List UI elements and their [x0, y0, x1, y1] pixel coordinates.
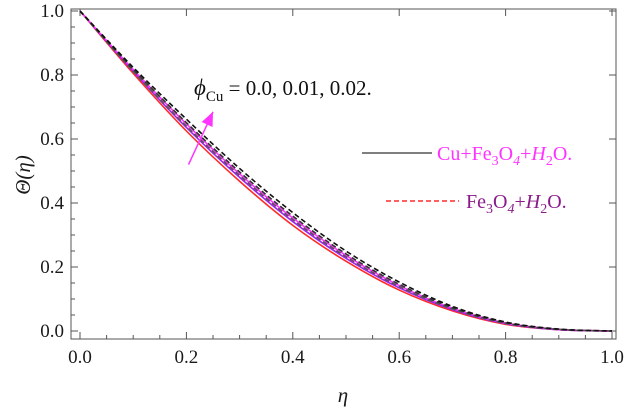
parameter-arrow [187, 111, 214, 165]
legend-label-part: 4 [513, 154, 520, 169]
series-line-solid-1 [79, 10, 613, 332]
legend-label-part: + [520, 143, 531, 165]
series-group [79, 10, 613, 332]
annotation: ϕCu = 0.0, 0.01, 0.02. [194, 75, 372, 105]
x-tick-label: 1.0 [600, 347, 624, 368]
legend-label-part: H [525, 191, 542, 213]
legend-label-1: Fe3O4+H2O. [466, 191, 567, 217]
legend-label-part: 3 [486, 202, 493, 217]
annotation-values: = 0.0, 0.01, 0.02. [223, 76, 371, 100]
legend-label-part: 3 [492, 154, 499, 169]
legend-label-part: O. [547, 191, 566, 213]
legend-label-part: + [514, 191, 525, 213]
y-tick-label: 1.0 [40, 1, 64, 22]
y-tick-label: 0.4 [40, 193, 64, 214]
arrow-head [201, 111, 213, 128]
series-line-dashed-3 [79, 10, 613, 332]
legend-label-part: H [530, 143, 547, 165]
x-tick-label: 0.6 [387, 347, 411, 368]
legend-label-part: 2 [546, 154, 553, 169]
series-line-dashed-5 [79, 10, 613, 332]
plot-frame [70, 8, 617, 340]
legend-label-part: 4 [507, 202, 514, 217]
x-tick-label: 0.8 [494, 347, 518, 368]
legend-label-part: Fe [466, 191, 486, 213]
legend-label-0: Cu+Fe3O4+H2O. [437, 143, 572, 169]
x-axis-title: η [338, 383, 348, 407]
y-tick-label: 0.2 [40, 257, 64, 278]
annotation-symbol: ϕ [194, 75, 206, 100]
legend-label-part: O [499, 143, 513, 165]
legend-label-part: O. [553, 143, 572, 165]
series-line-dashed-4 [79, 10, 613, 332]
legend-label-part: Cu+Fe [437, 143, 492, 165]
tick-labels: 0.0 0.2 0.4 0.6 0.8 1.0 0.0 0.2 0.4 0.6 0.8 1.0 [40, 1, 624, 368]
y-tick-label: 0.6 [40, 129, 64, 150]
legend: Cu+Fe3O4+H2O.Fe3O4+H2O. [362, 143, 572, 217]
y-tick-label: 0.8 [40, 65, 64, 86]
series-line-solid-0 [79, 10, 613, 332]
x-tick-label: 0.4 [281, 347, 305, 368]
annotation-subscript: Cu [206, 89, 224, 105]
x-tick-label: 0.0 [68, 347, 92, 368]
y-tick-label: 0.0 [40, 321, 64, 342]
ticks [71, 9, 616, 339]
legend-label-part: 2 [540, 202, 547, 217]
x-tick-label: 0.2 [175, 347, 199, 368]
y-axis-title: Θ(η) [11, 155, 35, 195]
legend-label-part: O [493, 191, 507, 213]
series-line-solid-2 [79, 10, 613, 332]
